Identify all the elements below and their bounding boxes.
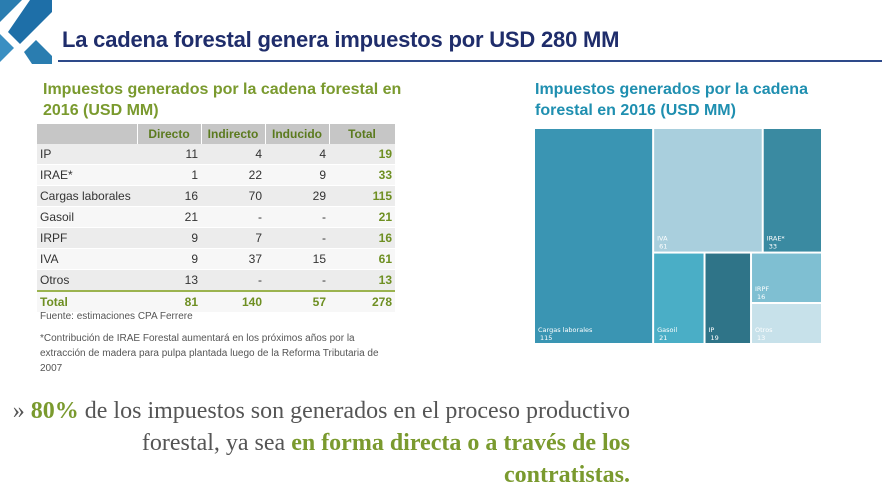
cell-total: 13: [329, 269, 395, 292]
treemap-rect: [535, 129, 653, 343]
treemap-label: Gasoil: [657, 326, 677, 334]
treemap-value: 61: [659, 243, 667, 251]
treemap-value: 115: [540, 334, 552, 342]
cell-total: 19: [329, 144, 395, 165]
total-inducido: 57: [265, 290, 329, 313]
cell-indirecto: 7: [201, 227, 265, 249]
table-row: Otros 13 - - 13: [37, 269, 395, 292]
table-row: Gasoil 21 - - 21: [37, 206, 395, 228]
cell-inducido: 9: [265, 164, 329, 186]
treemap-rect: [763, 129, 821, 252]
treemap-rect: [752, 253, 821, 303]
treemap-value: 16: [757, 293, 765, 301]
header-inducido: Inducido: [265, 124, 330, 144]
header-indirecto: Indirecto: [201, 124, 266, 144]
cell-indirecto: 37: [201, 248, 265, 270]
treemap-value: 33: [769, 243, 777, 251]
cell-directo: 9: [137, 227, 201, 249]
total-label: Total: [37, 290, 137, 313]
treemap-label: Cargas laborales: [538, 326, 593, 334]
treemap-rect: [654, 253, 704, 343]
footnote: *Contribución de IRAE Forestal aumentará…: [40, 333, 379, 374]
cell-indirecto: -: [201, 206, 265, 228]
cell-directo: 21: [137, 206, 201, 228]
chart-heading: Impuestos generados por la cadena forest…: [535, 81, 808, 119]
bullet-icon: »: [12, 398, 25, 424]
cell-inducido: 15: [265, 248, 329, 270]
cell-indirecto: 22: [201, 164, 265, 186]
summary-text: » 80% de los impuestos son generados en …: [10, 395, 630, 491]
table-row: IVA 9 37 15 61: [37, 248, 395, 270]
summary-highlight: en forma directa o a través de los contr…: [291, 430, 630, 488]
brand-logo-icon: [0, 0, 52, 64]
table-heading: Impuestos generados por la cadena forest…: [43, 81, 402, 119]
cell-total: 16: [329, 227, 395, 249]
row-label: IVA: [37, 248, 137, 270]
summary-percent: 80%: [30, 398, 79, 424]
page-title: La cadena forestal genera impuestos por …: [62, 27, 620, 52]
table-row: Cargas laborales 16 70 29 115: [37, 185, 395, 207]
summary-body: de los impuestos son generados en el pro…: [78, 398, 630, 456]
treemap-value: 19: [711, 334, 719, 342]
treemap-rect: [654, 129, 762, 252]
row-label: IRAE*: [37, 164, 137, 186]
treemap-chart: Cargas laborales115IVA61IRAE*33Gasoil21I…: [535, 129, 821, 343]
treemap-label: IP: [709, 326, 715, 334]
treemap-rect: [752, 304, 821, 343]
cell-inducido: 29: [265, 185, 329, 207]
total-directo: 81: [137, 290, 201, 313]
row-label: IP: [37, 144, 137, 165]
cell-directo: 16: [137, 185, 201, 207]
total-total: 278: [329, 290, 395, 313]
cell-inducido: -: [265, 227, 329, 249]
header-blank: [37, 124, 138, 144]
cell-total: 61: [329, 248, 395, 270]
total-indirecto: 140: [201, 290, 265, 313]
row-label: Gasoil: [37, 206, 137, 228]
title-divider: [58, 60, 882, 62]
cell-indirecto: 70: [201, 185, 265, 207]
treemap-cell-irae: IRAE*33: [763, 129, 821, 252]
row-label: Cargas laborales: [37, 185, 137, 207]
header-total: Total: [329, 124, 396, 144]
header-directo: Directo: [137, 124, 202, 144]
treemap-value: 21: [659, 334, 667, 342]
cell-total: 21: [329, 206, 395, 228]
cell-directo: 9: [137, 248, 201, 270]
table-row: IRPF 9 7 - 16: [37, 227, 395, 249]
cell-inducido: -: [265, 206, 329, 228]
treemap-label: IVA: [657, 235, 668, 243]
cell-directo: 13: [137, 269, 201, 292]
cell-inducido: 4: [265, 144, 329, 165]
table-total-row: Total 81 140 57 278: [37, 290, 395, 313]
treemap-rect: [705, 253, 751, 343]
row-label: Otros: [37, 269, 137, 292]
treemap-label: Otros: [755, 326, 773, 334]
treemap-label: IRAE*: [767, 235, 786, 243]
cell-total: 115: [329, 185, 395, 207]
treemap-label: IRPF: [755, 285, 769, 293]
treemap-value: 13: [757, 334, 765, 342]
table-row: IRAE* 1 22 9 33: [37, 164, 395, 186]
taxes-table: Directo Indirecto Inducido Total IP 11 4…: [37, 124, 396, 313]
source-note: Fuente: estimaciones CPA Ferrere: [40, 311, 193, 322]
cell-inducido: -: [265, 269, 329, 292]
cell-directo: 1: [137, 164, 201, 186]
cell-directo: 11: [137, 144, 201, 165]
cell-indirecto: -: [201, 269, 265, 292]
cell-indirecto: 4: [201, 144, 265, 165]
cell-total: 33: [329, 164, 395, 186]
row-label: IRPF: [37, 227, 137, 249]
table-header-row: Directo Indirecto Inducido Total: [37, 124, 396, 144]
table-row: IP 11 4 4 19: [37, 144, 395, 165]
